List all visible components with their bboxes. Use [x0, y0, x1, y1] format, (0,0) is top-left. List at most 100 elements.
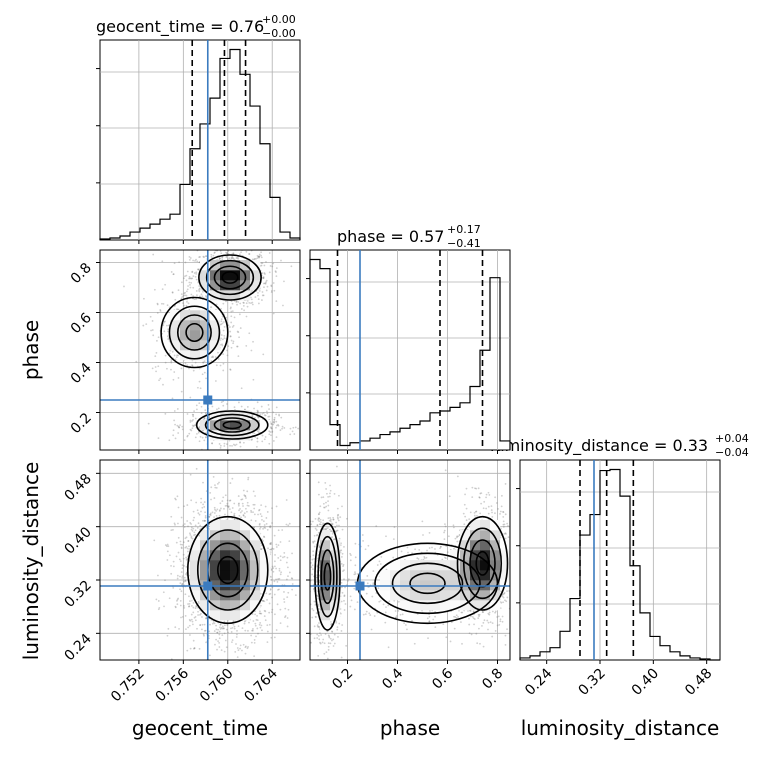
- sample-point: [265, 517, 268, 519]
- sample-point: [272, 411, 275, 414]
- sample-point: [161, 288, 164, 291]
- density-cell: [210, 330, 221, 341]
- sample-point: [271, 547, 274, 550]
- sample-point: [154, 355, 157, 358]
- density-cell: [250, 570, 261, 581]
- sample-point: [268, 415, 271, 418]
- sample-point: [253, 407, 255, 410]
- sample-point: [174, 523, 176, 526]
- sample-point: [193, 531, 196, 534]
- sample-point: [222, 496, 225, 499]
- sample-point: [275, 629, 278, 631]
- density-cell: [260, 550, 271, 561]
- sample-point: [327, 634, 330, 637]
- density-contour: [196, 529, 259, 611]
- sample-point: [268, 408, 270, 410]
- sample-point: [170, 529, 173, 532]
- sample-point: [266, 410, 268, 413]
- sample-point: [195, 278, 198, 281]
- sample-point: [315, 576, 318, 579]
- density-cell: [240, 430, 251, 441]
- sample-point: [286, 625, 289, 628]
- sample-point: [241, 510, 243, 512]
- sample-point: [170, 361, 173, 364]
- sample-point: [291, 588, 294, 591]
- sample-point: [195, 404, 198, 407]
- sample-point: [259, 612, 262, 615]
- sample-point: [261, 272, 264, 275]
- sample-point: [272, 262, 275, 265]
- sample-point: [183, 564, 185, 567]
- sample-point: [246, 647, 249, 650]
- sample-point: [234, 244, 236, 246]
- panel-luminosity-distance-vs-phase: 0.2 0.4 0.6 0.8: [306, 459, 511, 693]
- sample-point: [155, 598, 158, 601]
- density-cell: [170, 330, 181, 341]
- sample-point: [190, 523, 193, 525]
- sample-point: [233, 512, 236, 515]
- sample-point: [191, 620, 194, 623]
- sample-point: [197, 268, 200, 271]
- sample-point: [239, 647, 241, 650]
- sample-point: [286, 617, 289, 619]
- density-cell: [240, 560, 251, 571]
- sample-point: [162, 591, 165, 594]
- sample-point: [258, 255, 261, 258]
- sample-point: [172, 378, 175, 381]
- sample-point: [270, 568, 273, 570]
- sample-point: [222, 321, 225, 323]
- sample-point: [332, 516, 335, 519]
- sample-point: [215, 487, 218, 489]
- sample-point: [166, 559, 169, 561]
- sample-point: [188, 602, 191, 605]
- sample-point: [256, 411, 259, 414]
- density-cell: [230, 280, 241, 291]
- sample-point: [198, 440, 201, 443]
- sample-point: [232, 257, 235, 260]
- sample-point: [228, 499, 231, 502]
- density-cell: [220, 520, 231, 531]
- sample-point: [184, 537, 187, 540]
- sample-point: [273, 636, 276, 639]
- sample-point: [200, 497, 203, 500]
- y-tick-label: 0.48: [61, 471, 94, 504]
- sample-point: [217, 358, 220, 360]
- sample-point: [325, 501, 327, 504]
- sample-point: [194, 619, 197, 622]
- sample-point: [242, 244, 244, 246]
- sample-point: [229, 335, 232, 338]
- sample-point: [272, 440, 275, 442]
- sample-point: [273, 534, 276, 537]
- sample-point: [229, 307, 232, 310]
- sample-point: [250, 519, 253, 522]
- sample-point: [240, 405, 243, 408]
- sample-point: [186, 413, 189, 415]
- density-cell: [200, 570, 211, 581]
- sample-point: [243, 620, 246, 623]
- density-cell: [250, 560, 261, 571]
- sample-point: [242, 505, 244, 507]
- sample-point: [198, 380, 201, 383]
- density-cell: [210, 580, 221, 591]
- sample-point: [274, 270, 277, 273]
- sample-point: [193, 516, 195, 519]
- sample-point: [190, 535, 193, 538]
- sample-point: [200, 501, 202, 504]
- sample-point: [281, 427, 283, 430]
- sample-point: [261, 434, 264, 437]
- sample-point: [208, 515, 211, 518]
- sample-point: [166, 634, 169, 637]
- sample-point: [272, 548, 275, 550]
- sample-point: [192, 286, 195, 289]
- sample-point: [236, 303, 238, 306]
- sample-point: [173, 419, 176, 422]
- sample-point: [219, 502, 222, 505]
- sample-point: [233, 316, 236, 319]
- sample-point: [221, 315, 224, 318]
- sample-point: [170, 368, 172, 371]
- density-cell: [180, 350, 191, 361]
- sample-point: [194, 607, 197, 610]
- sample-point: [256, 409, 259, 412]
- density-contour: [198, 254, 262, 301]
- sample-point: [320, 669, 322, 671]
